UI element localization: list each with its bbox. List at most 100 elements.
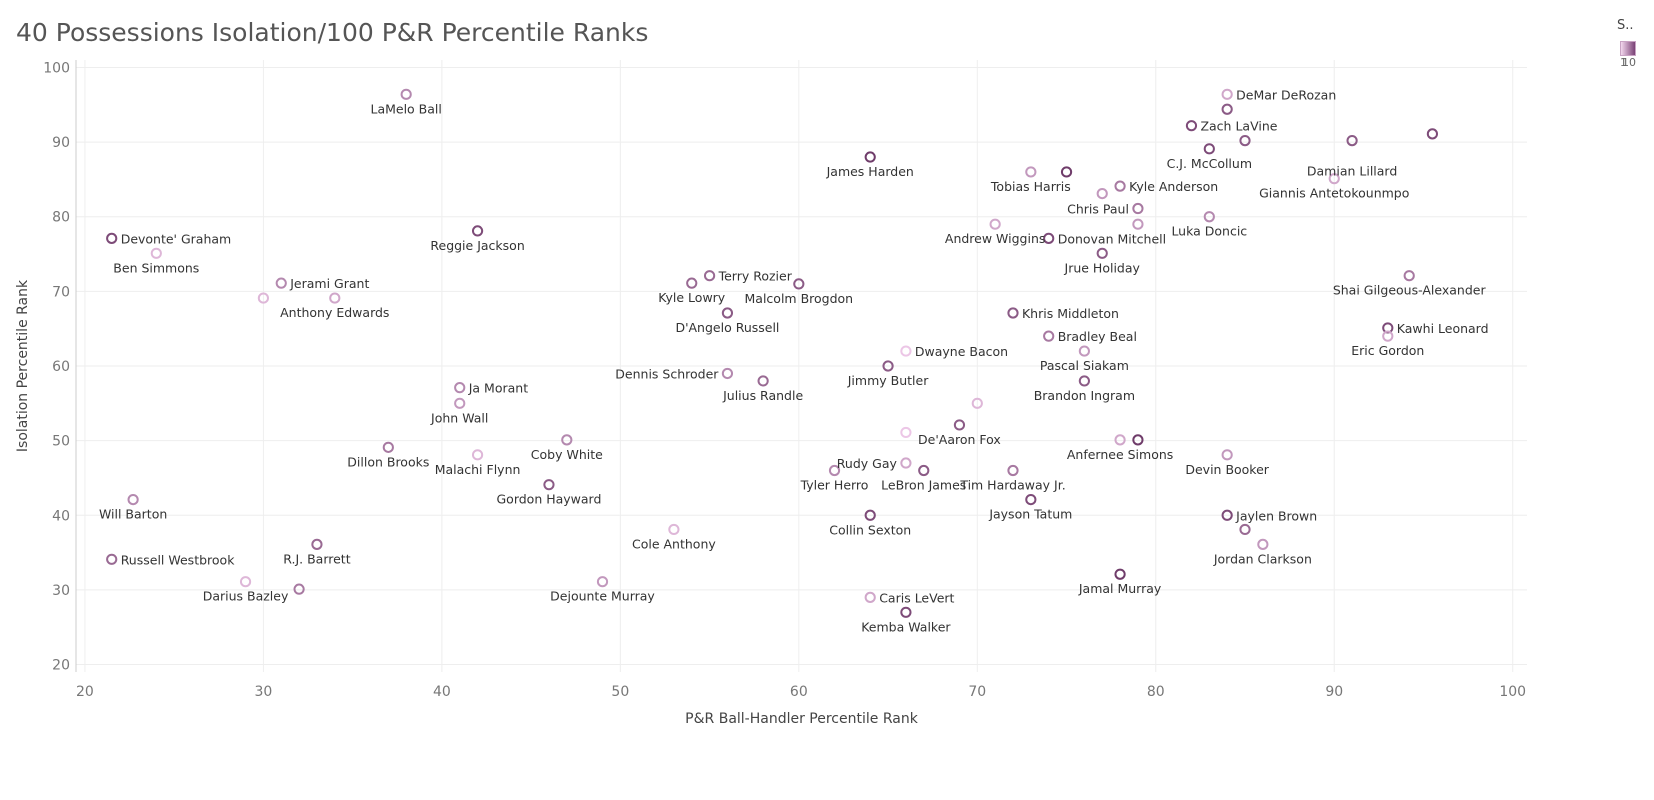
scatter-point[interactable] — [864, 591, 876, 603]
scatter-point[interactable] — [1043, 330, 1055, 342]
scatter-point[interactable] — [382, 441, 394, 453]
legend-gradient-swatch — [1620, 41, 1636, 56]
scatter-point[interactable] — [106, 553, 118, 565]
scatter-point[interactable] — [1078, 375, 1090, 387]
scatter-point[interactable] — [1132, 202, 1144, 215]
scatter-point[interactable] — [1025, 166, 1037, 178]
scatter-point[interactable] — [400, 88, 412, 100]
scatter-point[interactable] — [971, 397, 983, 409]
scatter-point[interactable] — [668, 523, 680, 536]
scatter-point[interactable] — [1096, 247, 1108, 259]
scatter-point[interactable] — [275, 277, 287, 289]
scatter-point[interactable] — [864, 509, 876, 521]
scatter-point[interactable] — [1328, 173, 1340, 185]
scatter-point[interactable] — [1132, 218, 1144, 230]
point-label: Ben Simmons — [113, 260, 199, 275]
point-label: Tim Hardaway Jr. — [959, 477, 1065, 492]
scatter-point[interactable] — [828, 464, 841, 477]
scatter-point[interactable] — [1078, 345, 1090, 357]
x-tick-label: 30 — [254, 684, 272, 700]
scatter-point[interactable] — [793, 278, 805, 290]
point-label: Will Barton — [99, 507, 167, 522]
scatter-point[interactable] — [864, 151, 876, 163]
scatter-point[interactable] — [900, 457, 912, 469]
scatter-point[interactable] — [1221, 103, 1233, 115]
scatter-point[interactable] — [1114, 434, 1126, 446]
scatter-point[interactable] — [1346, 135, 1358, 147]
y-tick-label: 40 — [52, 508, 70, 524]
scatter-point[interactable] — [953, 419, 966, 431]
scatter-point[interactable] — [471, 449, 484, 461]
point-label: Luka Doncic — [1171, 224, 1247, 239]
scatter-point[interactable] — [721, 367, 734, 380]
scatter-point[interactable] — [882, 360, 894, 372]
scatter-point[interactable] — [1221, 88, 1233, 100]
scatter-point[interactable] — [239, 576, 252, 588]
scatter-point[interactable] — [561, 434, 573, 446]
scatter-point[interactable] — [703, 270, 716, 282]
scatter-point[interactable] — [1382, 330, 1394, 342]
scatter-point[interactable] — [1007, 307, 1019, 319]
point-label: De'Aaron Fox — [918, 432, 1001, 447]
scatter-point[interactable] — [106, 232, 118, 244]
scatter-point[interactable] — [1239, 135, 1251, 147]
scatter-point[interactable] — [1132, 434, 1144, 446]
point-label: Jordan Clarkson — [1213, 551, 1312, 566]
scatter-point[interactable] — [900, 426, 912, 439]
scatter-point[interactable] — [757, 375, 769, 387]
point-label: Devonte' Graham — [121, 231, 232, 246]
scatter-point[interactable] — [1221, 449, 1233, 461]
scatter-point[interactable] — [1203, 211, 1215, 223]
point-label: C.J. McCollum — [1167, 156, 1252, 171]
scatter-point[interactable] — [1060, 166, 1073, 178]
scatter-point[interactable] — [1426, 128, 1439, 140]
scatter-point[interactable] — [900, 345, 912, 357]
color-legend[interactable]: S.. 1 10 — [1617, 18, 1654, 78]
point-label: Brandon Ingram — [1034, 388, 1135, 403]
scatter-point[interactable] — [1185, 120, 1198, 132]
scatter-point[interactable] — [989, 218, 1001, 230]
scatter-point[interactable] — [1043, 232, 1055, 244]
point-label: Jayson Tatum — [988, 507, 1072, 522]
scatter-point[interactable] — [1203, 143, 1215, 155]
x-tick-label: 80 — [1147, 684, 1165, 700]
scatter-point[interactable] — [721, 307, 734, 319]
point-label: Eric Gordon — [1351, 343, 1424, 358]
scatter-point[interactable] — [596, 576, 609, 588]
point-label: Dejounte Murray — [550, 589, 655, 604]
point-label: Cole Anthony — [632, 536, 716, 551]
x-tick-label: 100 — [1499, 684, 1526, 700]
scatter-point[interactable] — [127, 493, 139, 506]
scatter-point[interactable] — [150, 247, 162, 259]
point-label: Ja Morant — [468, 381, 528, 396]
scatter-point[interactable] — [257, 292, 269, 304]
scatter-point[interactable] — [471, 225, 484, 237]
scatter-point[interactable] — [1221, 509, 1233, 521]
scatter-point[interactable] — [1257, 538, 1269, 550]
scatter-point[interactable] — [1007, 464, 1019, 477]
scatter-point[interactable] — [543, 479, 555, 491]
point-label: Chris Paul — [1067, 202, 1129, 217]
y-tick-label: 60 — [52, 359, 70, 375]
scatter-point[interactable] — [329, 292, 341, 304]
scatter-point[interactable] — [311, 538, 323, 550]
scatter-point[interactable] — [1025, 493, 1037, 506]
scatter-point[interactable] — [454, 397, 466, 409]
point-label: Zach LaVine — [1200, 119, 1277, 134]
scatter-point[interactable] — [1239, 523, 1251, 536]
scatter-point[interactable] — [918, 464, 930, 477]
data-points[interactable] — [106, 88, 1439, 618]
scatter-point[interactable] — [1403, 270, 1415, 282]
scatter-point[interactable] — [1114, 180, 1126, 192]
scatter-point[interactable] — [1096, 187, 1108, 200]
point-label: Kyle Anderson — [1129, 179, 1218, 194]
scatter-point[interactable] — [1114, 568, 1126, 580]
point-label: Jimmy Butler — [847, 373, 929, 388]
point-label: Terry Rozier — [718, 269, 793, 284]
scatter-point[interactable] — [900, 606, 912, 618]
scatter-point[interactable] — [454, 382, 466, 394]
x-tick-label: 20 — [76, 684, 94, 700]
scatter-point[interactable] — [686, 277, 698, 289]
scatter-point[interactable] — [293, 583, 305, 595]
